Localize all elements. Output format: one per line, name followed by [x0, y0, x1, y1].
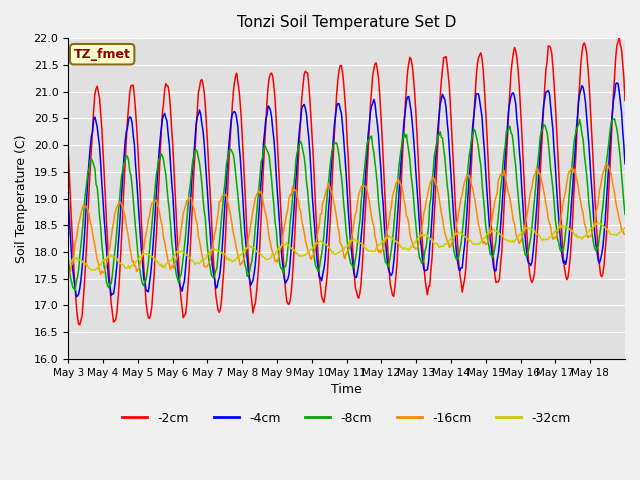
-2cm	[571, 169, 579, 175]
Title: Tonzi Soil Temperature Set D: Tonzi Soil Temperature Set D	[237, 15, 456, 30]
-4cm	[475, 91, 483, 97]
Line: -2cm: -2cm	[68, 37, 625, 325]
-8cm	[71, 288, 79, 293]
-16cm	[621, 231, 629, 237]
-16cm	[299, 224, 307, 229]
-32cm	[595, 220, 602, 226]
-16cm	[64, 274, 72, 280]
-4cm	[621, 161, 629, 167]
-4cm	[64, 196, 72, 202]
-32cm	[475, 241, 483, 247]
-2cm	[64, 147, 72, 153]
-8cm	[377, 221, 385, 227]
-2cm	[475, 55, 483, 60]
X-axis label: Time: Time	[332, 384, 362, 396]
-16cm	[237, 261, 245, 266]
-8cm	[64, 255, 72, 261]
-16cm	[376, 247, 383, 253]
-2cm	[239, 139, 246, 145]
Y-axis label: Soil Temperature (C): Soil Temperature (C)	[15, 134, 28, 263]
-2cm	[76, 322, 84, 328]
Line: -8cm: -8cm	[68, 119, 625, 290]
-8cm	[571, 133, 579, 139]
Legend: -2cm, -4cm, -8cm, -16cm, -32cm: -2cm, -4cm, -8cm, -16cm, -32cm	[117, 407, 576, 430]
-4cm	[72, 294, 80, 300]
-8cm	[475, 146, 483, 152]
-16cm	[570, 169, 578, 175]
-4cm	[300, 102, 308, 108]
-2cm	[377, 112, 385, 118]
-16cm	[474, 214, 481, 219]
-8cm	[611, 116, 618, 121]
Line: -4cm: -4cm	[68, 83, 625, 297]
-32cm	[239, 250, 246, 255]
-4cm	[404, 94, 412, 100]
-16cm	[602, 161, 610, 167]
-2cm	[300, 72, 308, 77]
-4cm	[239, 191, 246, 196]
Line: -32cm: -32cm	[68, 223, 625, 270]
-32cm	[621, 225, 629, 230]
-2cm	[404, 69, 412, 74]
-32cm	[377, 240, 385, 246]
-32cm	[404, 246, 412, 252]
-32cm	[300, 252, 308, 258]
Line: -16cm: -16cm	[68, 164, 625, 277]
-8cm	[300, 154, 308, 160]
-2cm	[621, 97, 629, 103]
-32cm	[64, 263, 72, 268]
Text: TZ_fmet: TZ_fmet	[74, 48, 131, 61]
-4cm	[613, 80, 621, 86]
-16cm	[403, 213, 410, 219]
-8cm	[404, 141, 412, 147]
-8cm	[621, 211, 629, 217]
-32cm	[571, 233, 579, 239]
-8cm	[239, 244, 246, 250]
-4cm	[377, 167, 385, 172]
-32cm	[90, 267, 97, 273]
-4cm	[571, 149, 579, 155]
-2cm	[615, 35, 623, 40]
